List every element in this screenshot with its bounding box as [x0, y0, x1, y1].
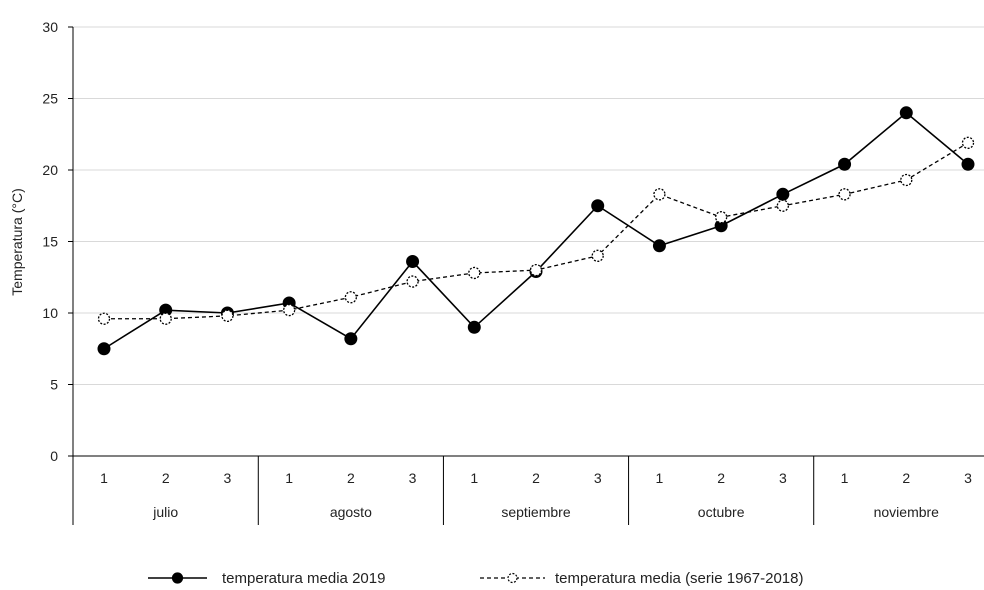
x-tick-label: 3: [409, 470, 417, 486]
y-tick-label: 0: [50, 448, 58, 464]
y-tick-label: 30: [42, 19, 58, 35]
x-group-label: octubre: [698, 504, 745, 520]
x-tick-label: 2: [532, 470, 540, 486]
legend-marker: [171, 572, 184, 584]
legend-label: temperatura media 2019: [222, 570, 385, 587]
x-group-label: agosto: [330, 504, 372, 520]
y-tick-label: 5: [50, 377, 58, 393]
data-point: [468, 266, 481, 280]
x-tick-label: 1: [656, 470, 664, 486]
x-tick-labels: 1 2 3 1 2 3 1 2 3 1 2 3 1 2 3: [100, 470, 972, 486]
data-point: [653, 188, 666, 201]
data-point: [344, 332, 358, 346]
data-point: [961, 136, 975, 149]
x-group-label: noviembre: [874, 504, 940, 520]
x-tick-label: 1: [100, 470, 108, 486]
data-point: [591, 199, 605, 213]
x-group-label: septiembre: [501, 504, 570, 520]
data-point: [838, 157, 852, 171]
x-tick-label: 2: [162, 470, 170, 486]
series: [97, 106, 975, 356]
gridlines: [73, 26, 984, 385]
data-point: [591, 249, 604, 262]
x-tick-label: 1: [841, 470, 849, 486]
y-axis-label: Temperatura (°C): [9, 188, 25, 296]
x-tick-label: 1: [470, 470, 478, 486]
data-point: [776, 187, 790, 201]
data-point: [282, 303, 296, 317]
y-tick-label: 25: [42, 91, 58, 107]
x-tick-label: 2: [717, 470, 725, 486]
legend-marker: [507, 572, 518, 584]
data-point: [900, 173, 913, 187]
data-point: [467, 320, 481, 334]
data-point: [159, 312, 172, 325]
x-tick-label: 2: [347, 470, 355, 486]
data-point: [652, 239, 666, 253]
x-group-label: julio: [152, 504, 178, 520]
data-point: [899, 106, 913, 120]
data-point: [714, 211, 728, 224]
x-tick-label: 1: [285, 470, 293, 486]
x-tick-label: 3: [964, 470, 972, 486]
data-point: [344, 291, 358, 304]
y-tick-labels: 0 5 10 15 20 25 30: [42, 19, 58, 464]
data-point: [406, 255, 420, 269]
data-point: [406, 275, 419, 288]
data-point: [961, 157, 975, 171]
legend-label: temperatura media (serie 1967-2018): [555, 570, 803, 587]
x-tick-label: 3: [224, 470, 232, 486]
x-group-labels: julio agosto septiembre octubre noviembre: [152, 504, 939, 520]
data-point: [221, 309, 234, 323]
legend: temperatura media 2019 temperatura media …: [148, 570, 803, 587]
y-tick-label: 15: [42, 234, 58, 250]
data-point: [97, 342, 111, 356]
data-point: [776, 199, 790, 212]
data-point: [97, 312, 111, 325]
data-point: [529, 263, 543, 277]
y-tick-label: 20: [42, 162, 58, 178]
axes: [68, 26, 984, 525]
x-tick-label: 2: [902, 470, 910, 486]
y-tick-label: 10: [42, 305, 58, 321]
x-tick-label: 3: [779, 470, 787, 486]
series-line-2: [104, 142, 969, 320]
data-point: [838, 188, 851, 201]
x-tick-label: 3: [594, 470, 602, 486]
